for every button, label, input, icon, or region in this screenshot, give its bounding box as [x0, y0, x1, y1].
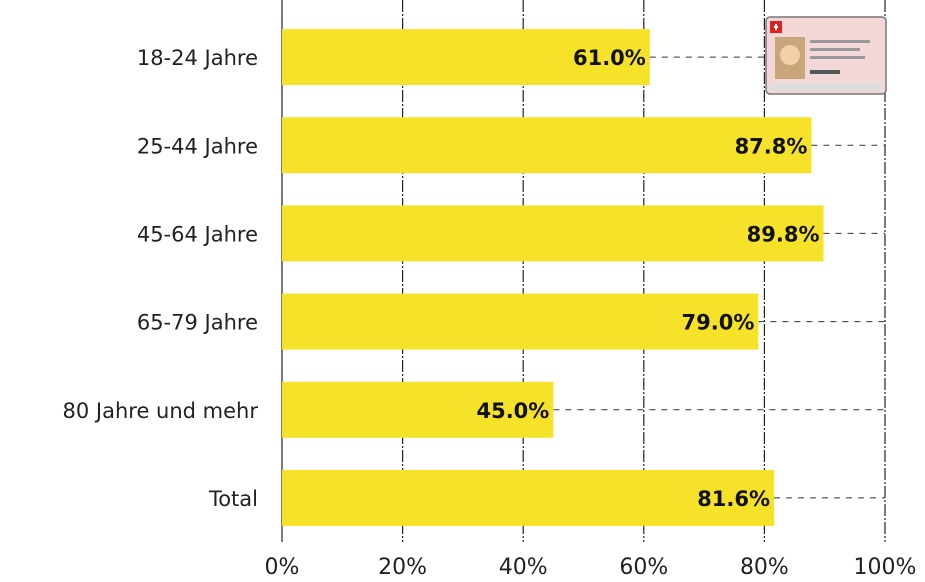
x-tick-label: 40%: [499, 555, 548, 580]
value-label: 61.0%: [573, 46, 646, 70]
bar: [282, 205, 824, 262]
bar: [282, 117, 812, 174]
category-label: Total: [208, 487, 258, 511]
license-icon: [765, 16, 887, 95]
bar: [282, 469, 775, 526]
category-label: 80 Jahre und mehr: [63, 399, 259, 423]
value-label: 87.8%: [735, 134, 808, 158]
category-label: 18-24 Jahre: [137, 46, 258, 70]
x-tick-label: 0%: [265, 555, 300, 580]
x-tick-label: 80%: [740, 555, 789, 580]
x-tick-label: 60%: [619, 555, 668, 580]
category-label: 25-44 Jahre: [137, 134, 258, 158]
category-label: 45-64 Jahre: [137, 222, 258, 246]
value-label: 79.0%: [682, 311, 755, 335]
category-label: 65-79 Jahre: [137, 311, 258, 335]
x-tick-label: 100%: [854, 555, 917, 580]
bar: [282, 381, 554, 438]
value-label: 45.0%: [476, 399, 549, 423]
x-tick-label: 20%: [378, 555, 427, 580]
bar: [282, 29, 650, 86]
value-label: 89.8%: [747, 222, 820, 246]
bar: [282, 293, 759, 350]
value-label: 81.6%: [697, 487, 770, 511]
